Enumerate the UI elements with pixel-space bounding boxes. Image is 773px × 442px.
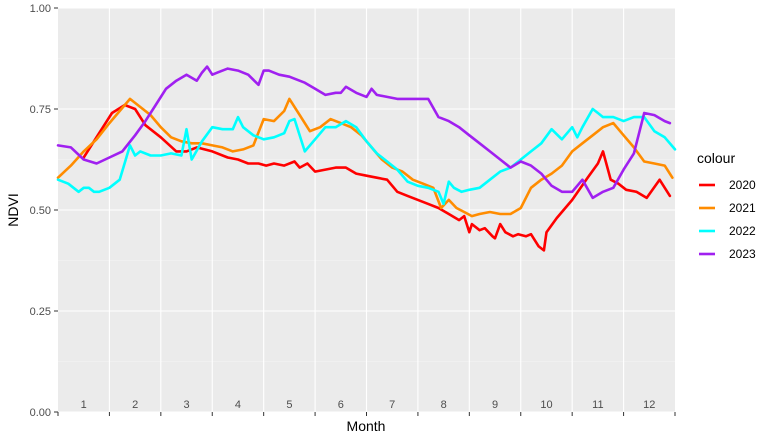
month-labels: 1 2 3 4 5 6 7 8 9 10 11 12 [81,399,656,411]
series-line-2023 [56,65,672,200]
month-label: 6 [338,399,344,411]
month-label: 8 [441,399,447,411]
x-axis-title: Month [347,418,386,434]
month-label: 3 [183,399,189,411]
month-label: 1 [81,399,87,411]
y-tick-label: 0.50 [30,205,51,217]
y-tick-label: 0.25 [30,306,51,318]
y-axis: 0.00 0.25 0.50 0.75 1.00 [30,3,676,419]
y-axis-title: NDVI [5,193,21,226]
month-label: 12 [643,399,655,411]
legend-label-2021: 2021 [729,201,756,215]
y-tick-label: 1.00 [30,3,51,15]
month-label: 9 [492,399,498,411]
legend-title: colour [697,150,735,166]
y-tick-label: 0.75 [30,104,51,116]
legend-label-2023: 2023 [729,247,756,261]
month-label: 4 [235,399,241,411]
grid-lines [58,7,675,413]
month-label: 7 [389,399,395,411]
legend-label-2020: 2020 [729,178,756,192]
series-line-2020 [82,103,672,252]
series-line-2022 [56,107,677,206]
month-label: 2 [132,399,138,411]
legend: colour 2020 2021 2022 2023 [697,150,756,263]
month-label: 10 [540,399,552,411]
month-label: 11 [592,399,603,411]
y-tick-label: 0.00 [30,407,51,419]
series-lines [56,65,677,252]
month-label: 5 [286,399,292,411]
legend-label-2022: 2022 [729,224,756,238]
